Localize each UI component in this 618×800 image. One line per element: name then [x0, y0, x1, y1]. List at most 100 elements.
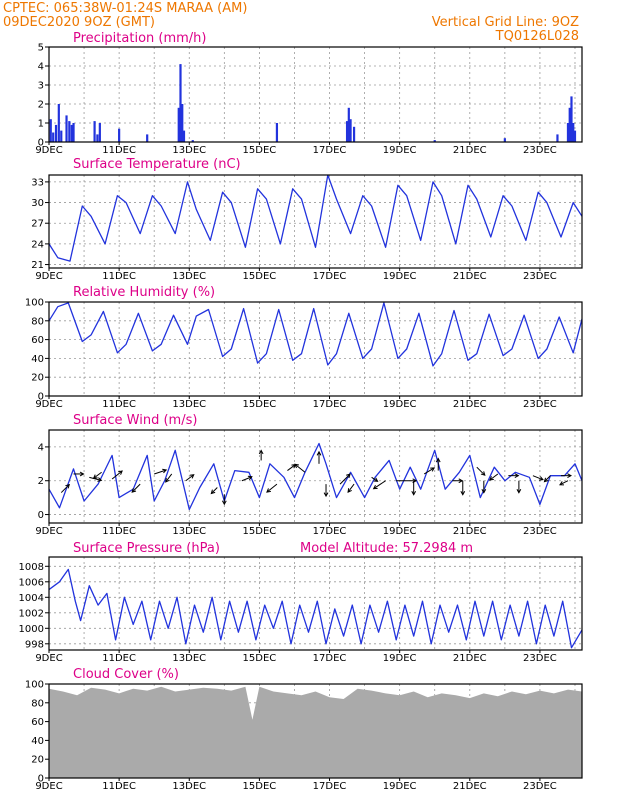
precip-bar [345, 121, 349, 142]
wind-arrow-head [481, 488, 487, 494]
precip-title: Precipitation (mm/h) [73, 31, 206, 46]
wind-arrow-head [372, 484, 378, 490]
wind-arrow-head [92, 474, 98, 479]
wind-arrow-head [258, 449, 264, 455]
rh-xtick-label: 11DEC [102, 399, 136, 410]
wind-xtick-label: 19DEC [383, 526, 417, 537]
cloud-xtick-label: 13DEC [172, 781, 206, 792]
precip-ytick-label: 3 [38, 81, 44, 92]
rh-xtick-label: 15DEC [243, 399, 277, 410]
temp-xtick-label: 13DEC [172, 271, 206, 282]
pressure-series [49, 568, 582, 649]
wind-arrow-head [294, 463, 300, 469]
pressure-frame [48, 556, 583, 651]
pressure-xtick-label: 11DEC [102, 653, 136, 664]
wind-arrow-head [162, 468, 168, 474]
precip-bar [556, 134, 559, 142]
precip-bar [191, 140, 194, 142]
wind-arrow [544, 475, 551, 483]
wind-arrow [559, 480, 569, 486]
cloud-xtick-label: 11DEC [102, 781, 136, 792]
wind-arrow [111, 470, 123, 480]
rh-title: Relative Humidity (%) [73, 285, 215, 300]
temp-line [49, 175, 582, 262]
cloud-ytick-label: 40 [31, 736, 44, 747]
wind-xtick-label: 9DEC [35, 526, 62, 537]
precip-xtick-label: 19DEC [383, 145, 417, 156]
wind-arrow [339, 473, 351, 485]
cloud-panel: 0 20 40 60 80 100 9DEC 11DEC 13DEC 15DEC 17DEC 19DE… [25, 667, 583, 792]
precip-bar [182, 130, 186, 142]
cloud-xtick-label: 15DEC [243, 781, 277, 792]
wind-arrow-head [165, 477, 170, 483]
precip-bar [566, 123, 570, 142]
precip-bar [57, 104, 60, 142]
rh-xtick-label: 21DEC [453, 399, 487, 410]
temp-panel: 21 24 27 30 33 9DEC 11DEC 13DEC 15DEC 17DEC 19DEC 2… [31, 157, 583, 282]
precip-bar [572, 123, 575, 142]
pressure-ytick-label: 1008 [19, 562, 44, 573]
cloud-xtick-label: 21DEC [453, 781, 487, 792]
wind-arrow [476, 466, 486, 476]
wind-arrow [373, 480, 386, 490]
precip-bar [68, 121, 71, 142]
precip-panel: 0 1 2 3 4 5 9DEC 11DEC 13DEC 15DEC 17DEC 19DEC 21DEC… [35, 31, 583, 156]
cloud-xtick-label: 17DEC [313, 781, 347, 792]
pressure-ytick-label: 998 [25, 639, 44, 650]
pressure-ytick-label: 1002 [19, 608, 44, 619]
wind-arrow-head [435, 457, 441, 463]
wind-arrow [60, 484, 70, 493]
wind-arrow-head [373, 477, 379, 482]
precip-bar [352, 126, 356, 142]
pressure-ytick-label: 1000 [19, 624, 44, 635]
wind-arrow-head [514, 473, 520, 479]
wind-arrow-head [411, 490, 417, 496]
wind-arrow-head [543, 477, 549, 483]
wind-panel: 0 2 4 9DEC 11DEC 13DEC 15DEC 17DEC 19DEC 21DEC 23D… [35, 413, 583, 537]
wind-arrow [154, 469, 167, 475]
precip-bar [349, 119, 352, 142]
temp-frame [48, 174, 583, 269]
rh-xtick-label: 17DEC [313, 399, 347, 410]
pressure-xtick-label: 17DEC [313, 653, 347, 664]
wind-frame [48, 429, 583, 524]
precip-bar [52, 132, 55, 142]
cloud-ytick-label: 60 [31, 717, 44, 728]
wind-arrow [93, 471, 102, 479]
precip-bar [65, 115, 68, 142]
temp-xtick-label: 23DEC [523, 271, 557, 282]
header-location: CPTEC: 065:38W-01:24S MARAA (AM) [3, 1, 247, 16]
precip-bar [275, 123, 279, 142]
precip-bar [98, 123, 101, 142]
wind-arrow [165, 473, 173, 483]
wind-arrow-head [516, 488, 522, 494]
pressure-xtick-label: 19DEC [383, 653, 417, 664]
cloud-cover-area [49, 686, 582, 778]
temp-title: Surface Temperature (nC) [73, 157, 241, 172]
wind-arrow [347, 483, 355, 493]
cloud-xtick-label: 23DEC [523, 781, 557, 792]
wind-arrow-head [247, 475, 253, 481]
cloud-ytick-label: 80 [31, 698, 44, 709]
wind-arrow [294, 463, 306, 473]
rh-xtick-label: 13DEC [172, 399, 206, 410]
precip-bar [49, 119, 52, 142]
precip-ytick-label: 2 [38, 100, 44, 111]
wind-arrow [489, 473, 499, 481]
cloud-series [49, 686, 582, 778]
wind-series [49, 442, 582, 511]
wind-arrow-head [489, 476, 494, 481]
temp-xtick-label: 15DEC [243, 271, 277, 282]
precip-bar [93, 121, 96, 142]
rh-frame [48, 301, 583, 397]
precip-bar [181, 104, 184, 142]
wind-arrow-head [79, 471, 85, 477]
rh-line [49, 302, 582, 367]
wind-arrow-head [221, 500, 227, 506]
cloud-ytick-label: 20 [31, 755, 44, 766]
precip-ytick-label: 5 [38, 43, 44, 54]
wind-title: Surface Wind (m/s) [73, 413, 197, 428]
wind-ytick-label: 4 [38, 442, 44, 453]
wind-arrow-head [323, 492, 329, 498]
